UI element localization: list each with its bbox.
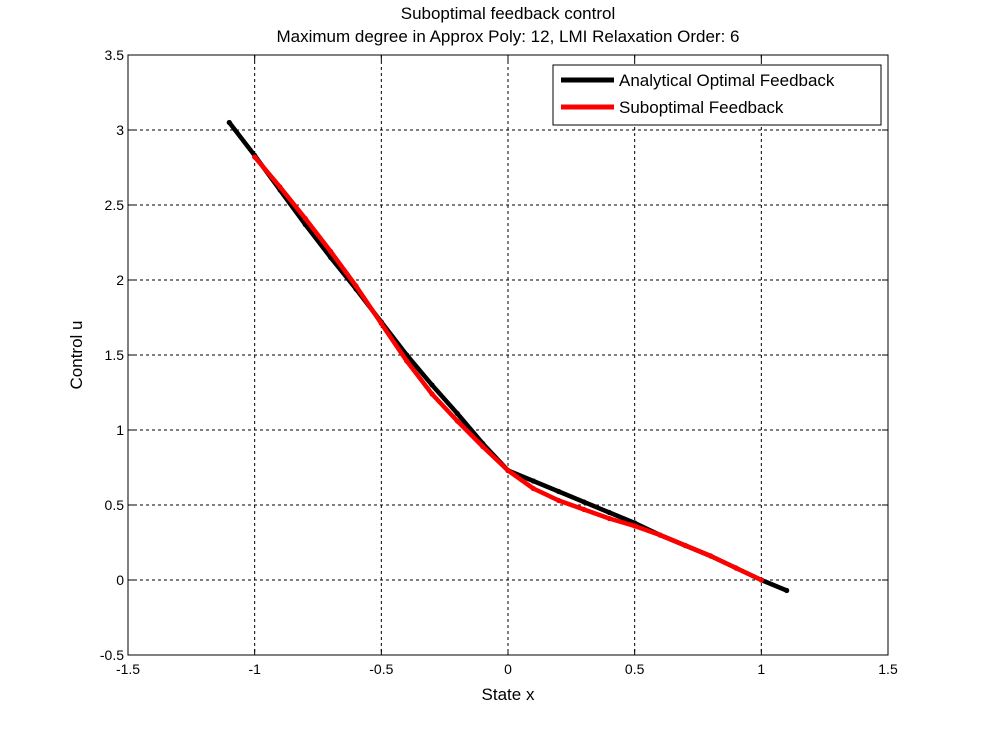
suboptimal-point bbox=[480, 443, 486, 450]
suboptimal-point bbox=[378, 320, 384, 327]
analytical-point bbox=[429, 382, 435, 388]
y-axis-label: Control u bbox=[67, 321, 86, 390]
suboptimal-point bbox=[302, 215, 308, 222]
legend-box bbox=[552, 64, 882, 126]
legend-label-analytical: Analytical Optimal Feedback bbox=[619, 71, 835, 90]
y-tick-label: 0.5 bbox=[105, 497, 125, 513]
legend: Analytical Optimal Feedback Suboptimal F… bbox=[552, 64, 882, 126]
suboptimal-point bbox=[252, 154, 258, 160]
y-tick-label: 1 bbox=[116, 422, 124, 438]
suboptimal-point bbox=[353, 283, 359, 289]
suboptimal-point bbox=[530, 485, 536, 492]
y-tick-label: 0 bbox=[116, 572, 124, 588]
x-tick-label: 0 bbox=[504, 661, 512, 677]
x-tick-label: -0.5 bbox=[369, 661, 393, 677]
x-axis-label: State x bbox=[482, 685, 535, 704]
x-tick-label: 1 bbox=[757, 661, 765, 677]
x-tick-label: 1.5 bbox=[878, 661, 898, 677]
y-tick-label: -0.5 bbox=[100, 647, 124, 663]
x-tick-label: -1.5 bbox=[116, 661, 140, 677]
series-layer bbox=[226, 119, 790, 594]
chart-subtitle: Maximum degree in Approx Poly: 12, LMI R… bbox=[277, 27, 740, 46]
suboptimal-point bbox=[429, 391, 435, 397]
chart-title: Suboptimal feedback control bbox=[401, 4, 616, 23]
grid-lines bbox=[128, 55, 888, 655]
y-tick-label: 2.5 bbox=[105, 197, 125, 213]
x-tick-label: 0.5 bbox=[625, 661, 645, 677]
suboptimal-point bbox=[682, 542, 688, 549]
y-tick-label: 3 bbox=[116, 122, 124, 138]
legend-label-suboptimal: Suboptimal Feedback bbox=[619, 98, 784, 117]
analytical-point bbox=[556, 488, 562, 495]
y-tick-label: 3.5 bbox=[105, 47, 125, 63]
suboptimal-point bbox=[505, 467, 511, 474]
suboptimal-point bbox=[657, 532, 663, 538]
suboptimal-point bbox=[606, 515, 612, 522]
analytical-point bbox=[784, 587, 790, 594]
x-tick-label: -1 bbox=[248, 661, 261, 677]
suboptimal-point bbox=[758, 577, 764, 583]
y-tick-label: 2 bbox=[116, 272, 124, 288]
suboptimal-point bbox=[277, 184, 283, 190]
analytical-point bbox=[530, 478, 536, 484]
suboptimal-point bbox=[328, 248, 334, 255]
analytical-point bbox=[581, 499, 587, 505]
suboptimal-point bbox=[454, 418, 460, 424]
suboptimal-point bbox=[708, 553, 714, 559]
suboptimal-point bbox=[733, 565, 739, 571]
analytical-point bbox=[454, 410, 460, 417]
suboptimal-point bbox=[632, 523, 638, 529]
suboptimal-point bbox=[581, 506, 587, 513]
suboptimal-point bbox=[556, 497, 562, 504]
y-tick-label: 1.5 bbox=[105, 347, 125, 363]
analytical-point bbox=[606, 509, 612, 516]
analytical-point bbox=[226, 119, 232, 126]
suboptimal-point bbox=[404, 358, 410, 364]
axis-ticks: -1.5 -1 -0.5 0 0.5 1 1.5 -0.5 0 0.5 1 1.5 2 2.5 3 3.5 bbox=[100, 47, 898, 677]
